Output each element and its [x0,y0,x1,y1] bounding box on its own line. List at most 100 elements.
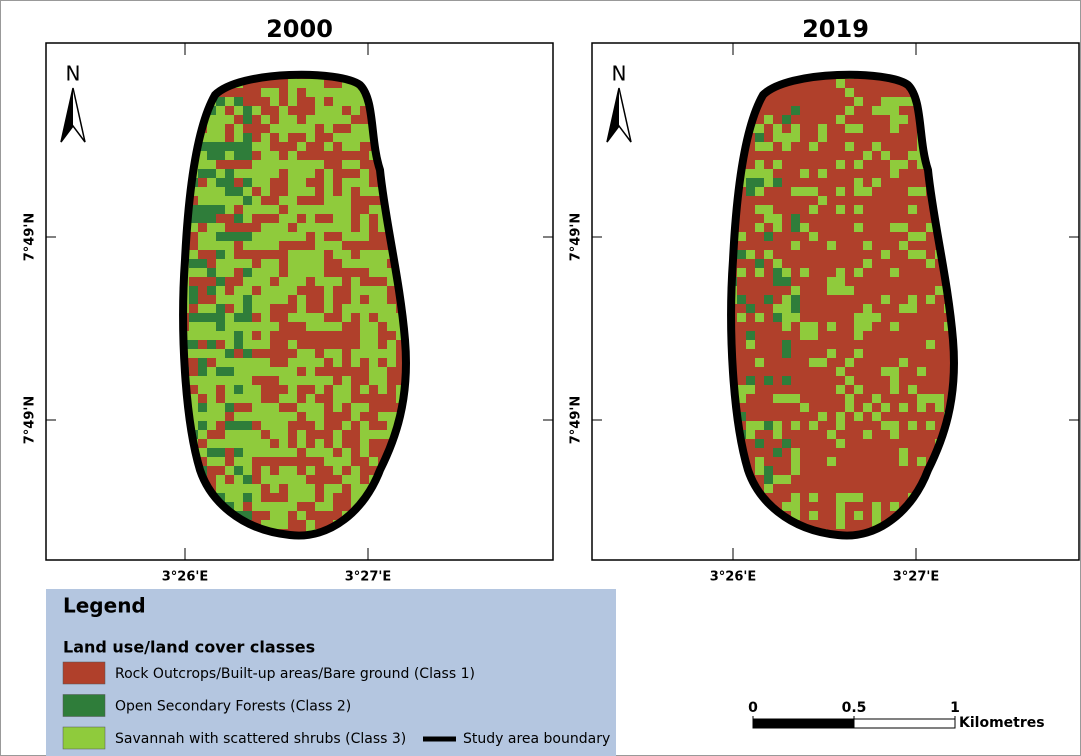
land-cell [261,241,270,250]
land-cell [791,223,800,232]
land-cell [234,142,243,151]
north-label: N [66,62,81,86]
land-cell [252,268,261,277]
land-cell [288,367,297,376]
land-cell [216,178,225,187]
land-cell [261,295,270,304]
land-cell [297,169,306,178]
land-cell [225,484,234,493]
land-cell [342,214,351,223]
land-cell [342,448,351,457]
land-cell [845,106,854,115]
land-cell [261,367,270,376]
land-cell [315,385,324,394]
land-cell [863,403,872,412]
land-cell [378,430,387,439]
land-cell [369,349,378,358]
land-cell [333,430,342,439]
land-cell [791,214,800,223]
land-cell [845,358,854,367]
land-cell [782,376,791,385]
land-cell [279,106,288,115]
land-cell [252,412,261,421]
land-cell [216,331,225,340]
land-cell [279,160,288,169]
land-cell [845,286,854,295]
land-cell [387,304,396,313]
land-cell [836,277,845,286]
land-cell [234,97,243,106]
land-cell [243,241,252,250]
land-cell [369,205,378,214]
land-cell [306,358,315,367]
land-cell [252,295,261,304]
land-cell [288,151,297,160]
land-cell [297,205,306,214]
land-cell [369,322,378,331]
land-cell [243,457,252,466]
land-cell [773,214,782,223]
land-cell [746,331,755,340]
land-cell [252,430,261,439]
land-cell [279,232,288,241]
land-cell [288,205,297,214]
land-cell [189,286,198,295]
land-cell [198,232,207,241]
land-cell [252,277,261,286]
land-cell [216,169,225,178]
land-cell [270,169,279,178]
land-cell [198,214,207,223]
land-cell [836,502,845,511]
land-cell [827,430,836,439]
land-cell [189,340,198,349]
land-cell [279,475,288,484]
land-cell [935,394,944,403]
land-cell [872,106,881,115]
land-cell [746,385,755,394]
land-cell [306,313,315,322]
land-cell [890,97,899,106]
land-cell [261,304,270,313]
land-cell [755,421,764,430]
land-cell [342,259,351,268]
land-cell [342,97,351,106]
land-cell [252,448,261,457]
land-cell [791,313,800,322]
land-cell [189,349,198,358]
land-cell [845,376,854,385]
land-cell [782,475,791,484]
land-cell [198,430,207,439]
land-cell [234,169,243,178]
land-cell [809,187,818,196]
land-cell [773,133,782,142]
land-cell [216,115,225,124]
land-cell [234,358,243,367]
land-cell [351,259,360,268]
land-cell [216,277,225,286]
land-cell [926,259,935,268]
land-cell [378,304,387,313]
land-cell [306,484,315,493]
land-cell [297,142,306,151]
land-cell [198,160,207,169]
land-cell [270,412,279,421]
land-cell [369,358,378,367]
land-cell [791,394,800,403]
land-cell [198,196,207,205]
land-cell [342,304,351,313]
land-cell [198,403,207,412]
land-cell [198,376,207,385]
land-cell [324,223,333,232]
land-cell [243,430,252,439]
land-cell [252,232,261,241]
land-cell [261,205,270,214]
land-cell [270,367,279,376]
land-cell [216,223,225,232]
land-cell [252,106,261,115]
land-cell [351,349,360,358]
land-cell [755,268,764,277]
land-cell [324,124,333,133]
land-cell [845,142,854,151]
land-cell [216,322,225,331]
land-cell [809,142,818,151]
